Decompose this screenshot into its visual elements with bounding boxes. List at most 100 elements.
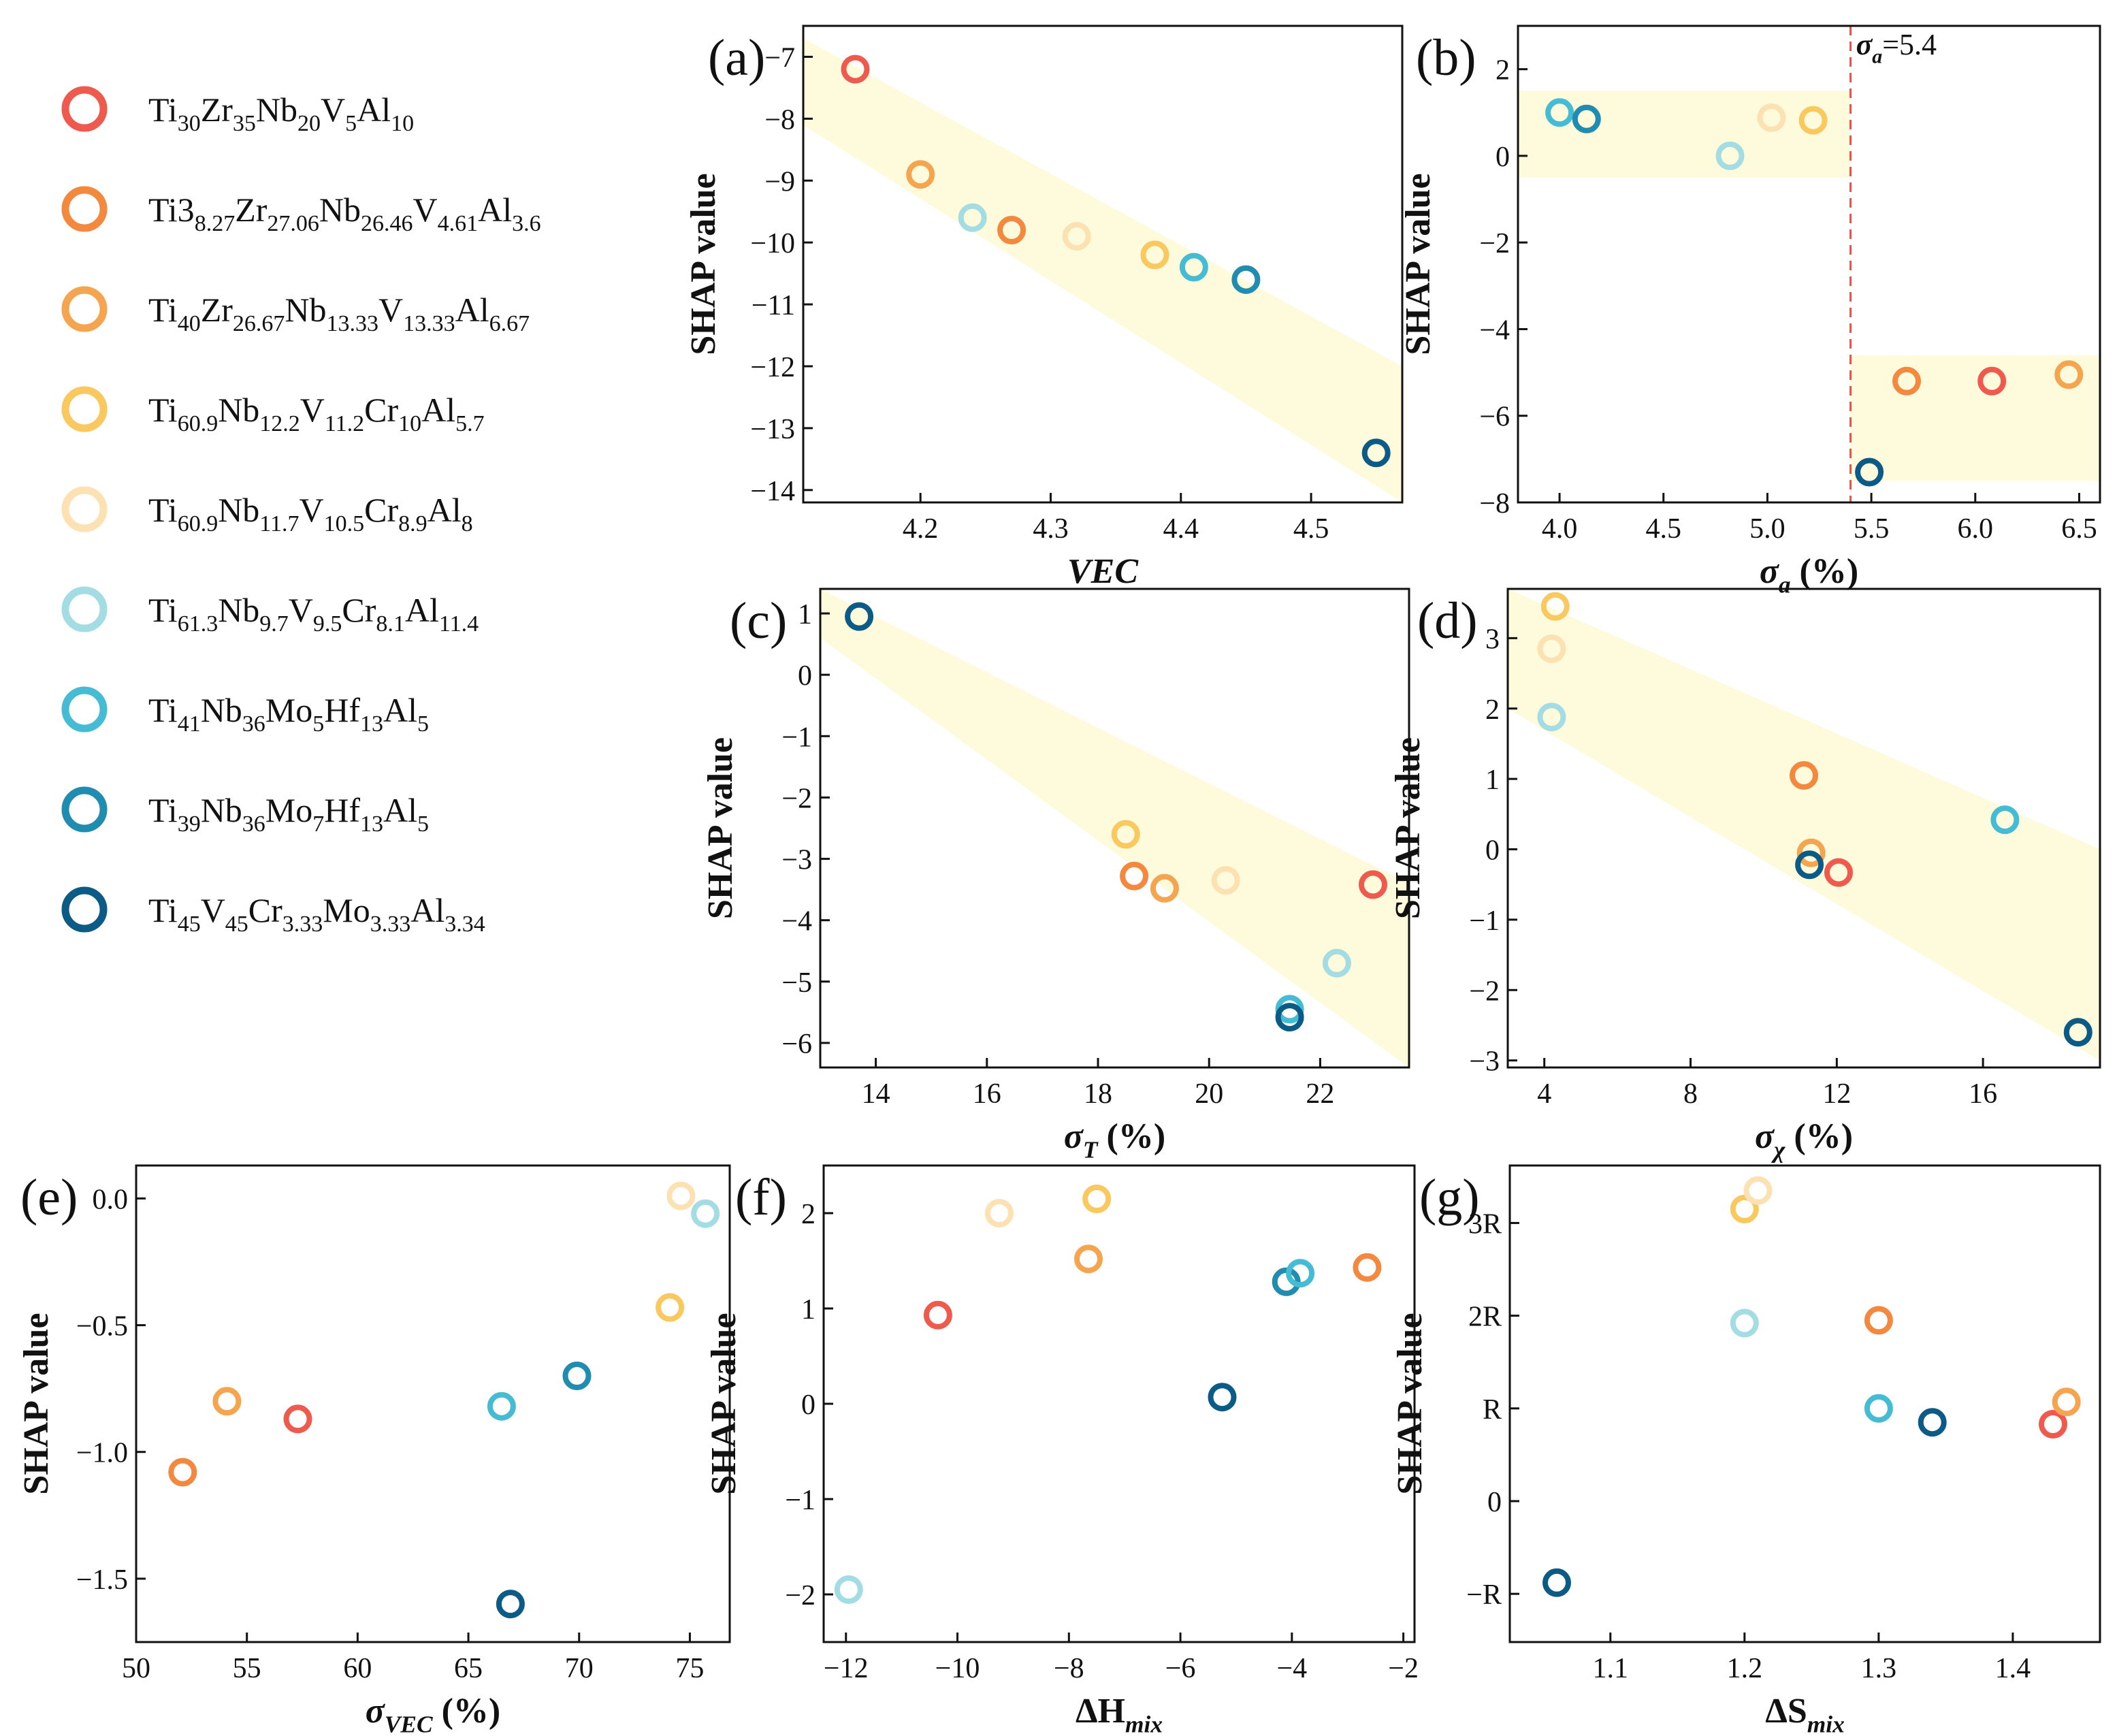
- legend-marker: [61, 186, 108, 232]
- x-tick-label: 1.2: [1727, 1653, 1763, 1684]
- data-point-s5: [1537, 634, 1566, 663]
- threshold-label: σa=5.4: [1856, 28, 1937, 67]
- data-point-s9: [1918, 1408, 1947, 1437]
- data-point-s3: [2054, 360, 2084, 389]
- data-point-s6: [958, 203, 987, 232]
- x-tick-label: 1.1: [1593, 1653, 1629, 1684]
- plot-frame: [802, 25, 1404, 504]
- y-axis-label: SHAP value: [1391, 1313, 1429, 1494]
- x-axis-label: σχ (%): [1755, 1117, 1853, 1163]
- data-point-s9: [845, 602, 874, 631]
- y-tick-label: 3R: [1468, 1208, 1502, 1240]
- legend-label: Ti61.3Nb9.7V9.5Cr8.1Al11.4: [148, 591, 479, 637]
- x-tick-label: 1.4: [1995, 1653, 2031, 1684]
- y-tick-label: −3: [781, 845, 812, 876]
- y-tick-label: −13: [750, 414, 795, 445]
- legend-label: Ti30Zr35Nb20V5Al10: [148, 91, 414, 136]
- data-point-s2: [1790, 761, 1818, 790]
- y-tick-label: −2: [1469, 976, 1500, 1007]
- panel-a: 4.2 4.3 4.4 4.5 −14 −13 −12 −11 −10 −9 −8 −7 VEC SHAP…: [684, 25, 1404, 591]
- legend-entry-7: Ti41Nb36Mo5Hf13Al5: [61, 686, 429, 737]
- data-point-s9: [1361, 438, 1391, 468]
- data-point-s1: [1359, 870, 1387, 899]
- data-point-s7: [1286, 1259, 1315, 1288]
- plot-frame: [1508, 1164, 2101, 1643]
- data-point-s1: [1824, 858, 1853, 887]
- y-tick-label: 1: [801, 1294, 815, 1325]
- y-tick-label: −8: [1479, 488, 1510, 519]
- legend-entry-3: Ti40Zr26.67Nb13.33V13.33Al6.67: [61, 286, 530, 336]
- data-point-s9: [496, 1590, 525, 1619]
- x-tick-label: 60: [343, 1653, 372, 1684]
- x-tick-label: 4.5: [1293, 513, 1329, 545]
- y-tick-label: −8: [764, 104, 795, 135]
- panel-label: (e): [20, 1169, 78, 1226]
- panel-g: 1.1 1.2 1.3 1.4 −R 0 R 2R 3R ΔSmix SHAP value (g): [1391, 1164, 2101, 1736]
- chart-panels: 4.2 4.3 4.4 4.5−14−13−12−11−10−9−8−7VECSHAP…: [17, 25, 2101, 1736]
- y-tick-label: 1: [1485, 765, 1500, 796]
- trend-band: [1850, 355, 2100, 481]
- x-axis-label: σa (%): [1760, 552, 1858, 598]
- legend-label: Ti60.9Nb11.7V10.5Cr8.9Al8: [148, 491, 473, 536]
- data-point-s4: [1540, 592, 1570, 621]
- data-point-s3: [2052, 1387, 2081, 1417]
- panel-b: σa=5.4 4.0 4.5 5.0 5.5 6.0 6.5 −8 −6 −4 −2 0 2 σa (%)…: [1399, 25, 2101, 598]
- data-point-s1: [923, 1300, 952, 1330]
- data-point-s7: [487, 1392, 516, 1421]
- x-axis-label: σT (%): [1064, 1117, 1165, 1163]
- x-tick-label: 18: [1084, 1078, 1112, 1110]
- data-point-s4: [1730, 1195, 1759, 1223]
- data-point-s3: [906, 160, 935, 189]
- x-tick-label: 1.3: [1861, 1653, 1897, 1684]
- x-tick-label: 8: [1683, 1078, 1698, 1110]
- data-point-s1: [841, 54, 870, 84]
- panel-label: (b): [1416, 29, 1476, 86]
- data-point-s7: [1864, 1394, 1893, 1423]
- legend-marker: [61, 586, 108, 632]
- y-tick-label: −4: [781, 906, 812, 937]
- x-tick-label: −10: [935, 1653, 980, 1684]
- y-tick-label: 0: [801, 1389, 815, 1421]
- x-tick-label: 65: [454, 1653, 483, 1684]
- y-tick-label: −7: [764, 42, 795, 74]
- data-point-s3: [1150, 873, 1179, 903]
- data-point-s1: [2039, 1410, 2067, 1438]
- x-axis-label: ΔHmix: [1076, 1692, 1163, 1736]
- legend-marker: [61, 686, 108, 733]
- x-tick-label: 4.3: [1033, 513, 1069, 545]
- x-axis-label: ΔSmix: [1765, 1692, 1845, 1736]
- x-tick-label: 75: [675, 1653, 704, 1684]
- data-point-s8: [1231, 265, 1261, 294]
- y-tick-label: −1: [781, 722, 812, 753]
- data-point-s9: [1795, 850, 1824, 880]
- plot-frame: [1517, 25, 2101, 504]
- legend-label: Ti45V45Cr3.33Mo3.33Al3.34: [148, 891, 485, 937]
- legend-entry-5: Ti60.9Nb11.7V10.5Cr8.9Al8: [61, 486, 473, 536]
- data-point-s3: [1796, 838, 1826, 867]
- y-tick-label: −1: [785, 1485, 815, 1516]
- data-point-s5: [1062, 222, 1091, 251]
- y-axis-label: SHAP value: [701, 737, 740, 919]
- data-point-s2: [1120, 861, 1149, 890]
- y-axis-label: SHAP value: [1389, 737, 1427, 919]
- y-axis-label: SHAP value: [684, 173, 723, 355]
- legend-label: Ti39Nb36Mo7Hf13Al5: [148, 791, 429, 837]
- y-tick-label: 3: [1485, 624, 1500, 655]
- data-point-s2: [1353, 1253, 1382, 1282]
- data-point-s5: [984, 1199, 1014, 1227]
- legend-marker: [61, 386, 108, 432]
- x-tick-label: 6.5: [2061, 513, 2097, 545]
- panel-c: 14 16 18 20 22 −6 −5 −4 −3 −2 −1 0 1 σT (%) SHAP value…: [701, 588, 1410, 1163]
- x-axis-label: VEC: [1067, 552, 1139, 591]
- legend: Ti30Zr35Nb20V5Al10 Ti38.27Zr27.06Nb26.46V…: [61, 86, 541, 937]
- y-tick-label: −6: [1479, 402, 1510, 433]
- legend-marker: [61, 86, 108, 132]
- panel-label: (c): [730, 592, 787, 649]
- y-tick-label: −2: [781, 783, 812, 814]
- y-tick-label: −2: [1479, 228, 1510, 259]
- x-tick-label: 16: [973, 1078, 1001, 1110]
- legend-entry-8: Ti39Nb36Mo7Hf13Al5: [61, 786, 429, 837]
- data-point-s5: [1211, 866, 1240, 895]
